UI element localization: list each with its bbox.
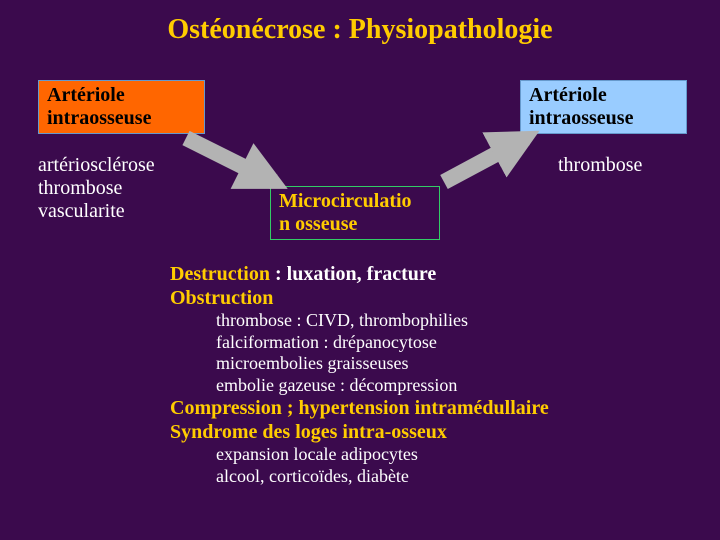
body-highlight: Compression ; hypertension intramédullai… (170, 396, 549, 420)
box-line: Artériole (47, 84, 125, 106)
body-subline: embolie gazeuse : décompression (216, 375, 549, 397)
box-line: intraosseuse (47, 107, 151, 129)
caption-right: thrombose (558, 154, 642, 177)
box-line: Microcirculatio (279, 190, 412, 212)
body-text: Destruction : luxation, fractureObstruct… (170, 262, 549, 488)
arrow-left-to-center (186, 138, 274, 182)
body-highlight: Obstruction (170, 286, 549, 310)
body-highlight: Syndrome des loges intra-osseux (170, 420, 549, 444)
body-subline: alcool, corticoïdes, diabète (216, 466, 549, 488)
body-subline: microembolies graisseuses (216, 353, 549, 375)
body-subline: thrombose : CIVD, thrombophilies (216, 310, 549, 332)
body-subline: falciformation : drépanocytose (216, 332, 549, 354)
caption-line: artériosclérose (38, 154, 155, 176)
box-line: Artériole (529, 84, 607, 106)
body-text-span: : luxation, fracture (270, 263, 436, 285)
box-line: n osseuse (279, 213, 357, 235)
box-line: intraosseuse (529, 107, 633, 129)
box-arteriole-right: Artérioleintraosseuse (520, 80, 687, 134)
caption-line: thrombose (38, 177, 122, 199)
caption-line: thrombose (558, 154, 642, 176)
caption-line: vascularite (38, 200, 125, 222)
box-arteriole-left: Artérioleintraosseuse (38, 80, 205, 134)
body-highlight: Destruction (170, 263, 270, 285)
slide-title: Ostéonécrose : Physiopathologie (0, 14, 720, 46)
box-microcirculation: Microcirculation osseuse (270, 186, 440, 240)
body-subline: expansion locale adipocytes (216, 444, 549, 466)
arrow-center-to-right (444, 138, 526, 182)
slide-root: Ostéonécrose : Physiopathologie Artériol… (0, 0, 720, 540)
caption-left: artériosclérosethrombosevascularite (38, 154, 155, 223)
